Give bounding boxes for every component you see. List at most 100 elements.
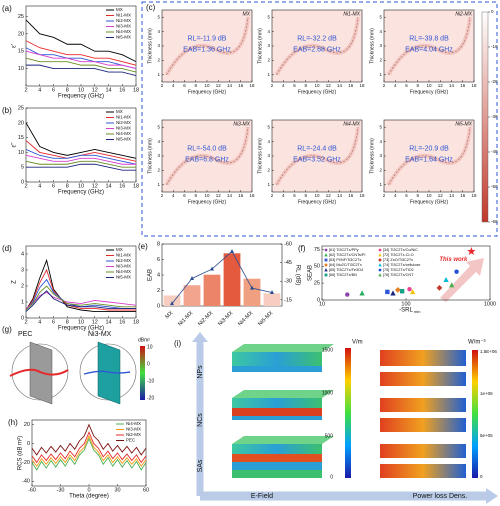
rl-annotation: RL=-11.9 dB bbox=[188, 36, 227, 43]
y-tick-label: 5 bbox=[157, 124, 160, 129]
g-ring bbox=[79, 343, 137, 401]
y-tick-label: 1 bbox=[21, 299, 24, 305]
x-tick-label: 2 bbox=[161, 83, 164, 88]
x-tick-label: 2 bbox=[161, 193, 164, 198]
x-tick-label: 8 bbox=[66, 183, 69, 189]
e-colorbar-tick: 0 bbox=[330, 474, 333, 480]
x-tick-label: 8 bbox=[66, 319, 69, 325]
series-line bbox=[26, 64, 137, 77]
x-tick-label: -30 bbox=[57, 487, 65, 493]
point bbox=[378, 248, 382, 252]
x-axis-label: Frequency (GHz) bbox=[188, 199, 227, 205]
x-tick-label: 8 bbox=[304, 193, 307, 198]
x-tick-label: 30 bbox=[114, 487, 120, 493]
x-tick-label: Ni2-MX bbox=[197, 310, 214, 327]
y-tick-label: 25 bbox=[18, 105, 24, 111]
y-tick-label: 2 bbox=[379, 58, 382, 63]
x-tick-label: 18 bbox=[249, 193, 255, 198]
x-tick-label: 12 bbox=[92, 183, 98, 189]
legend-label: [74] Ti3C2Tx/cellulose bbox=[383, 263, 420, 267]
g-colorbar-unit: dBm² bbox=[138, 337, 150, 343]
legend-label: Ni4-MX bbox=[116, 29, 131, 34]
x-tick-label: MX bbox=[164, 310, 174, 320]
y-tick-label: 0 bbox=[317, 297, 320, 303]
i-row-label: NCs bbox=[197, 413, 204, 427]
y-axis-label: RCS (dB m²) bbox=[18, 436, 24, 470]
x-tick-label: 18 bbox=[359, 193, 365, 198]
y-tick-label: 5 bbox=[379, 14, 382, 19]
y-tick-label: 3 bbox=[21, 267, 24, 273]
e-colorbar-tick: 500 bbox=[325, 433, 334, 439]
x-axis-label: Frequency (GHz) bbox=[58, 326, 104, 332]
g-ring bbox=[11, 343, 69, 401]
colorbar-tick-label: -30 bbox=[491, 114, 498, 119]
eab-annotation: EAB=3.52 GHz bbox=[293, 156, 341, 163]
y-tick-label: 4 bbox=[379, 139, 382, 144]
panel-label: (f) bbox=[298, 244, 306, 253]
heatmap-title: Ni3-MX bbox=[233, 121, 250, 127]
x-tick-label: Ni4-MX bbox=[237, 310, 254, 327]
x-tick-label: 16 bbox=[460, 83, 466, 88]
x-tick-label: 2 bbox=[271, 193, 274, 198]
eab-annotation: EAB=2.68 GHz bbox=[293, 46, 341, 53]
rl-point bbox=[210, 266, 214, 271]
y-axis-label: Thickness (mm) bbox=[369, 28, 375, 64]
x-axis-label: -SRL bbox=[399, 308, 413, 314]
g-colorbar-tick: 10 bbox=[147, 344, 153, 350]
y-tick-label: 3 bbox=[379, 43, 382, 48]
point bbox=[407, 287, 412, 292]
x-axis-label: Frequency (GHz) bbox=[410, 89, 449, 95]
heatmap-band bbox=[274, 16, 360, 76]
x-tick-label: 4 bbox=[38, 87, 41, 93]
e-unit: V/m bbox=[352, 340, 363, 346]
x-tick-label: 18 bbox=[133, 183, 139, 189]
x-axis-label: Frequency (GHz) bbox=[410, 199, 449, 205]
legend-label: Ni4-MX bbox=[126, 421, 141, 426]
bar bbox=[243, 278, 261, 306]
legend-label: [73] ZnO/Ti3C2Tx bbox=[383, 258, 413, 262]
x-tick-label: 10 bbox=[426, 193, 432, 198]
x-tick-label: 6 bbox=[405, 193, 408, 198]
legend-label: [64] Mo2C/Ti3C2Tx bbox=[329, 263, 362, 267]
x-axis-label: Frequency (GHz) bbox=[298, 199, 337, 205]
point bbox=[454, 269, 459, 274]
y-axis-label: Thickness (mm) bbox=[257, 138, 263, 174]
y-tick-label: 75 bbox=[314, 247, 320, 253]
x-tick-label: 16 bbox=[119, 319, 125, 325]
x-axis-label-sub: min bbox=[414, 309, 420, 314]
panel-label: (h) bbox=[8, 418, 18, 427]
y-tick-label: 3 bbox=[379, 153, 382, 158]
x-tick-label: 4 bbox=[172, 83, 175, 88]
y-tick-label: 25 bbox=[314, 281, 320, 287]
e-field-slabs bbox=[232, 344, 334, 478]
x-tick-label: 2 bbox=[24, 87, 27, 93]
y-tick-label: 5 bbox=[21, 165, 24, 171]
x-tick-label: 12 bbox=[216, 193, 222, 198]
x-tick-label: 8 bbox=[416, 83, 419, 88]
legend-label: Ni3-MX bbox=[116, 126, 131, 131]
point bbox=[410, 289, 416, 295]
heatmap-title: Ni5-MX bbox=[455, 121, 472, 127]
x-tick-label: 18 bbox=[471, 193, 477, 198]
g-colorbar-tick: -20 bbox=[147, 395, 154, 401]
y2-tick-label: -15 bbox=[284, 297, 292, 303]
series-line bbox=[31, 434, 147, 468]
y-tick-label: 15 bbox=[18, 49, 24, 55]
point bbox=[394, 287, 401, 293]
x-tick-label: 1000 bbox=[484, 301, 496, 307]
g-scatter-lobe bbox=[83, 370, 131, 375]
panel-label: (d) bbox=[2, 244, 12, 253]
i-x-label: E-Field bbox=[251, 493, 273, 500]
y-tick-label: 2 bbox=[379, 168, 382, 173]
x-tick-label: 6 bbox=[52, 183, 55, 189]
x-tick-label: 12 bbox=[326, 83, 332, 88]
y-tick-label: 50 bbox=[314, 264, 320, 270]
x-tick-label: 16 bbox=[119, 87, 125, 93]
y-tick-label: 1 bbox=[379, 72, 382, 77]
rl-point bbox=[230, 248, 234, 253]
heatmap-band bbox=[274, 126, 360, 186]
x-tick-label: 16 bbox=[348, 193, 354, 198]
x-tick-label: 14 bbox=[337, 83, 343, 88]
point bbox=[436, 284, 443, 291]
